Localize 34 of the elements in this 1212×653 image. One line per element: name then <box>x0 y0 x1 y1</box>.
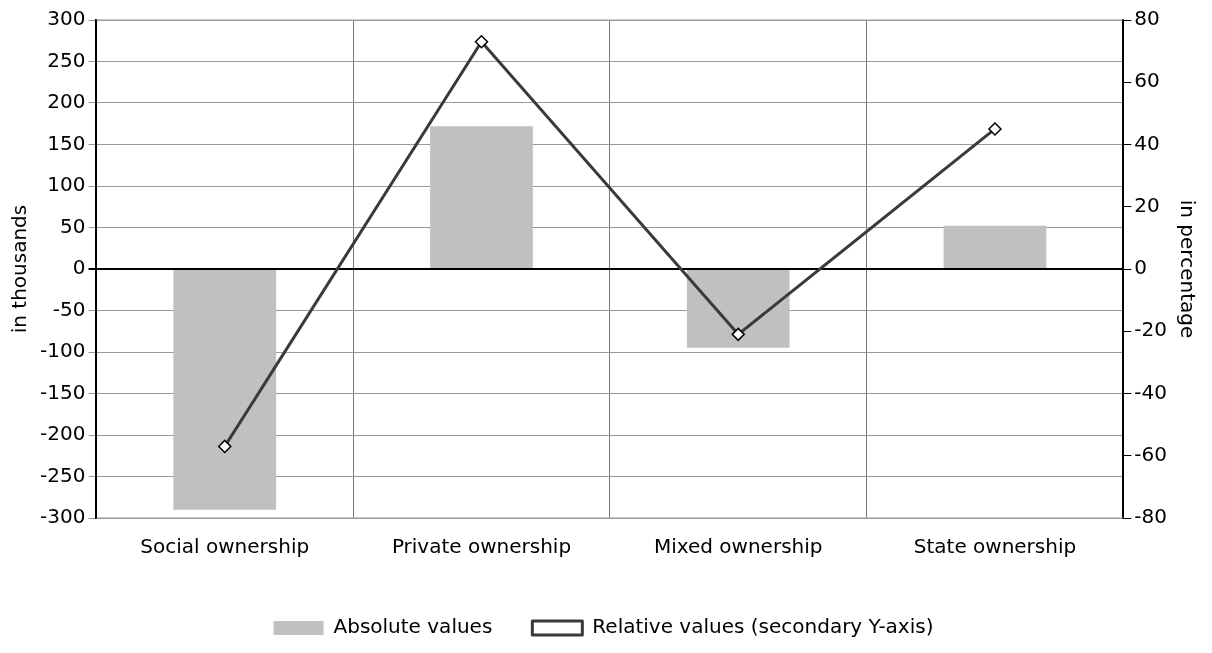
y2-tick-label: -60 <box>1134 441 1168 466</box>
y-tick-label: -100 <box>40 338 86 363</box>
y-tick-label: -150 <box>40 379 86 404</box>
bar <box>943 225 1047 268</box>
y2-tick-label: 40 <box>1134 130 1160 155</box>
y2-axis-title: in percentage <box>1175 199 1200 339</box>
bar <box>430 126 533 268</box>
y2-tick-label: 20 <box>1134 192 1160 217</box>
y-tick-label: -50 <box>52 296 86 321</box>
y2-tick-label: 60 <box>1134 68 1160 93</box>
y-tick-label: -300 <box>40 504 86 529</box>
y2-tick-label: 0 <box>1134 255 1148 280</box>
y-tick-label: -250 <box>40 462 86 487</box>
y-tick-label: 100 <box>47 172 86 197</box>
bar <box>686 270 790 348</box>
y-tick-label: 300 <box>47 6 86 31</box>
y2-tick-label: -80 <box>1134 504 1168 529</box>
y-tick-label: 150 <box>47 130 86 155</box>
x-tick-label: State ownership <box>913 534 1077 559</box>
bar <box>173 270 277 510</box>
x-tick-label: Mixed ownership <box>653 534 823 559</box>
x-tick-label: Private ownership <box>391 534 572 559</box>
y-tick-label: 200 <box>47 89 86 114</box>
legend-label: Absolute values <box>333 614 493 639</box>
y2-tick-label: -40 <box>1134 379 1168 404</box>
y-tick-label: -200 <box>40 421 86 446</box>
x-tick-label: Social ownership <box>140 534 310 559</box>
y-tick-label: 250 <box>47 47 86 72</box>
y2-tick-label: -20 <box>1134 317 1168 342</box>
legend-label: Relative values (secondary Y-axis) <box>592 614 934 639</box>
y2-tick-label: 80 <box>1134 6 1160 31</box>
y-tick-label: 50 <box>59 213 86 238</box>
y-tick-label: 0 <box>72 255 86 280</box>
y-axis-title: in thousands <box>7 204 32 334</box>
